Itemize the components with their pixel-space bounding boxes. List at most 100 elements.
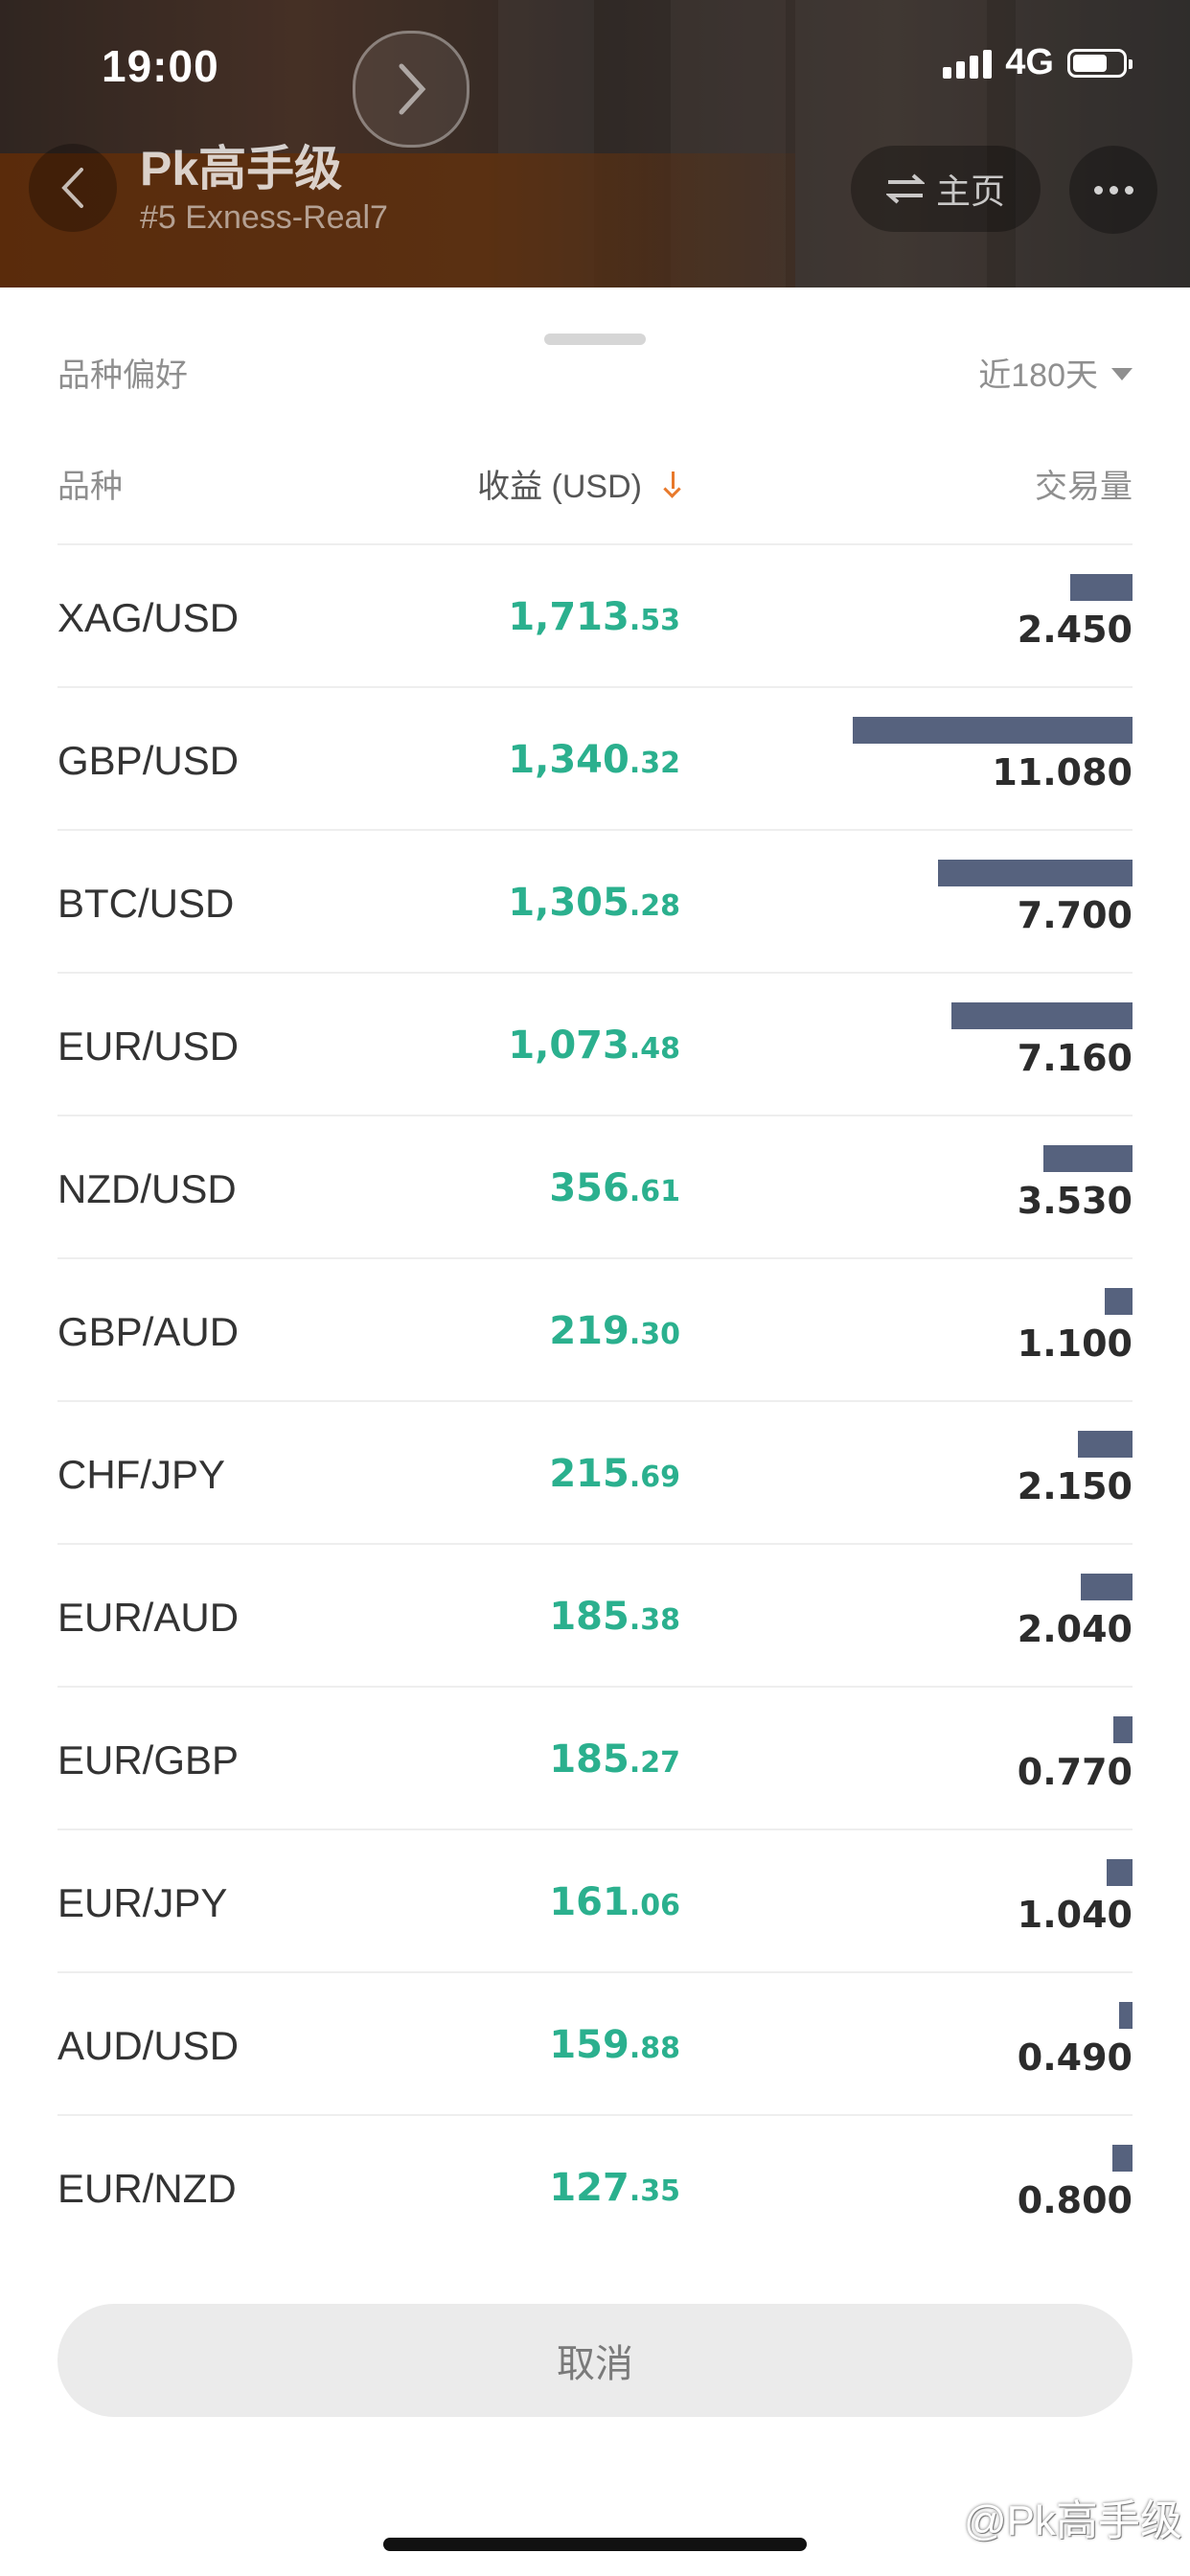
sheet-grabber[interactable] [544,334,646,345]
profit-integer: 356 [549,1166,629,1210]
profit-decimal: .48 [629,1032,680,1066]
volume-bar [1078,1431,1133,1458]
volume-value: 1.100 [1017,1322,1133,1365]
column-header-profit[interactable]: 收益 (USD) [477,460,680,507]
table-row[interactable]: GBP/USD 1,340.32 11.080 [57,686,1133,829]
table-row[interactable]: EUR/USD 1,073.48 7.160 [57,972,1133,1115]
profit-integer: 219 [549,1309,629,1353]
volume-bar [1112,2145,1133,2172]
volume-value: 2.150 [1017,1465,1133,1507]
profit-decimal: .61 [629,1175,680,1208]
profit-value: 215.69 [549,1452,680,1496]
table-row[interactable]: NZD/USD 356.61 3.530 [57,1115,1133,1257]
network-type: 4G [1005,42,1054,82]
profit-integer: 127 [549,2166,629,2210]
volume-value: 2.450 [1017,609,1133,651]
instrument-symbol: BTC/USD [57,881,235,926]
forward-button[interactable] [353,31,469,148]
volume-bar [1081,1574,1133,1600]
chevron-left-icon [61,168,83,208]
signal-icon [943,48,993,79]
home-indicator [383,2538,807,2551]
account-subtitle: #5 Exness-Real7 [140,199,388,236]
instrument-symbol: AUD/USD [57,2023,240,2068]
table-row[interactable]: EUR/GBP 185.27 0.770 [57,1686,1133,1828]
volume-value: 1.040 [1017,1894,1133,1936]
table-row[interactable]: EUR/AUD 185.38 2.040 [57,1543,1133,1686]
column-header-instrument: 品种 [57,469,123,505]
instrument-symbol: CHF/JPY [57,1452,226,1497]
arrow-down-icon [665,471,680,496]
profit-integer: 159 [549,2023,629,2067]
profit-value: 219.30 [549,1309,680,1353]
profit-integer: 161 [549,1880,629,1924]
profit-decimal: .06 [629,1889,680,1922]
table-row[interactable]: EUR/NZD 127.35 0.800 [57,2114,1133,2257]
profit-decimal: .53 [629,604,680,637]
profit-integer: 1,073 [508,1024,629,1068]
profit-decimal: .88 [629,2032,680,2065]
instrument-symbol: EUR/USD [57,1024,240,1069]
table-row[interactable]: BTC/USD 1,305.28 7.700 [57,829,1133,972]
profit-value: 127.35 [549,2166,680,2210]
profit-value: 185.38 [549,1595,680,1639]
profit-value: 1,340.32 [508,738,680,782]
profit-decimal: .32 [629,747,680,780]
volume-value: 0.490 [1017,2036,1133,2079]
home-button[interactable]: 主页 [851,146,1041,232]
profit-decimal: .27 [629,1746,680,1780]
table-row[interactable]: CHF/JPY 215.69 2.150 [57,1400,1133,1543]
volume-value: 7.160 [1017,1037,1133,1079]
profit-integer: 1,340 [508,738,629,782]
instrument-symbol: XAG/USD [57,595,240,640]
status-time: 19:00 [102,41,219,91]
home-button-label: 主页 [935,172,1005,211]
volume-bar [938,860,1133,886]
profit-decimal: .35 [629,2174,680,2208]
table-row[interactable]: XAG/USD 1,713.53 2.450 [57,543,1133,686]
instrument-symbol: EUR/GBP [57,1737,240,1782]
more-button[interactable] [1069,146,1157,234]
instrument-symbol: EUR/NZD [57,2166,237,2211]
watermark: @Pk高手级 [964,2486,1182,2547]
volume-bar [1070,574,1133,601]
back-button[interactable] [29,144,117,232]
period-select[interactable]: 近180天 [978,349,1133,396]
photo-tile [1016,0,1190,288]
profit-decimal: .69 [629,1460,680,1494]
volume-bar [1119,2002,1133,2029]
modal-backdrop[interactable] [0,0,1190,288]
instrument-symbol: NZD/USD [57,1166,237,1211]
profit-integer: 1,305 [508,881,629,925]
cancel-button[interactable]: 取消 [57,2304,1133,2417]
profit-value: 356.61 [549,1166,680,1210]
profit-integer: 1,713 [508,595,629,639]
volume-bar [1043,1145,1133,1172]
caret-down-icon [1111,368,1133,380]
column-header-profit-label: 收益 (USD) [477,469,642,505]
profit-decimal: .28 [629,889,680,923]
profit-decimal: .38 [629,1603,680,1637]
table-row[interactable]: EUR/JPY 161.06 1.040 [57,1828,1133,1971]
profit-value: 1,073.48 [508,1024,680,1068]
profit-value: 161.06 [549,1880,680,1924]
profit-value: 1,713.53 [508,595,680,639]
status-indicators: 4G [943,42,1133,83]
profit-integer: 185 [549,1595,629,1639]
volume-bar [853,717,1133,744]
table-row[interactable]: GBP/AUD 219.30 1.100 [57,1257,1133,1400]
volume-value: 11.080 [992,751,1133,794]
profit-value: 159.88 [549,2023,680,2067]
column-header-volume: 交易量 [1035,469,1133,505]
sheet-title: 品种偏好 [57,357,188,394]
chevron-right-icon [399,63,426,115]
instrument-preference-sheet: 品种偏好 近180天 品种 收益 (USD) 交易量 XAG/USD 1,713.… [0,288,1190,2576]
volume-bar [1113,1716,1133,1743]
account-title: Pk高手级 [140,142,343,196]
table-row[interactable]: AUD/USD 159.88 0.490 [57,1971,1133,2114]
volume-bar [1105,1288,1133,1315]
profit-integer: 215 [549,1452,629,1496]
more-dots-icon [1093,185,1103,195]
profit-integer: 185 [549,1737,629,1782]
volume-value: 3.530 [1017,1180,1133,1222]
